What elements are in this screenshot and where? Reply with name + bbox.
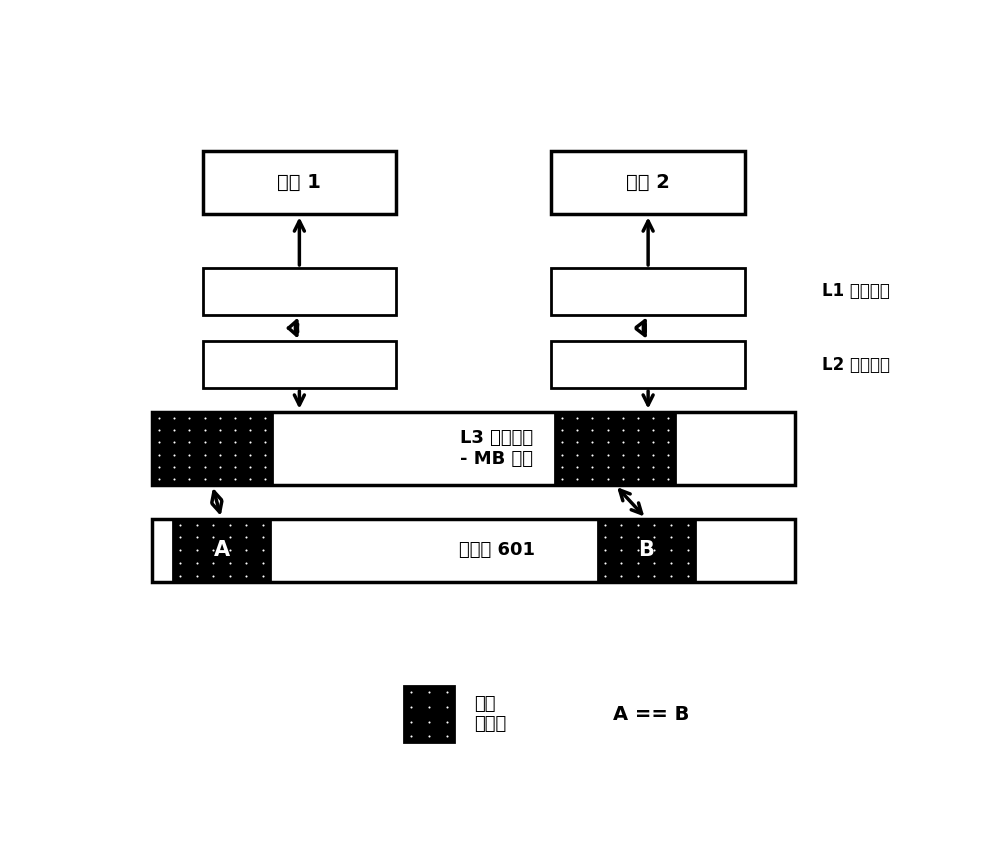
Bar — [202, 341, 396, 388]
Bar — [202, 151, 396, 214]
Bar — [202, 268, 396, 315]
Text: 实例 2: 实例 2 — [626, 174, 670, 192]
Bar — [152, 411, 795, 485]
Text: B: B — [638, 540, 654, 560]
Text: 共享
存储器: 共享 存储器 — [474, 694, 506, 733]
Bar — [152, 518, 795, 582]
Bar — [152, 411, 272, 485]
Text: A: A — [213, 540, 230, 560]
Text: L3 高速缓存
- MB 规模: L3 高速缓存 - MB 规模 — [460, 429, 534, 468]
Text: L1 高速缓存: L1 高速缓存 — [822, 282, 890, 300]
Bar — [404, 686, 454, 742]
Bar — [551, 268, 745, 315]
Text: A == B: A == B — [613, 705, 690, 724]
Text: 实例 1: 实例 1 — [277, 174, 321, 192]
Text: L2 高速缓存: L2 高速缓存 — [822, 356, 891, 374]
Bar — [551, 151, 745, 214]
Bar — [598, 518, 695, 582]
Text: 存储器 601: 存储器 601 — [459, 542, 535, 559]
Bar — [173, 518, 270, 582]
Bar — [555, 411, 675, 485]
Bar — [551, 341, 745, 388]
